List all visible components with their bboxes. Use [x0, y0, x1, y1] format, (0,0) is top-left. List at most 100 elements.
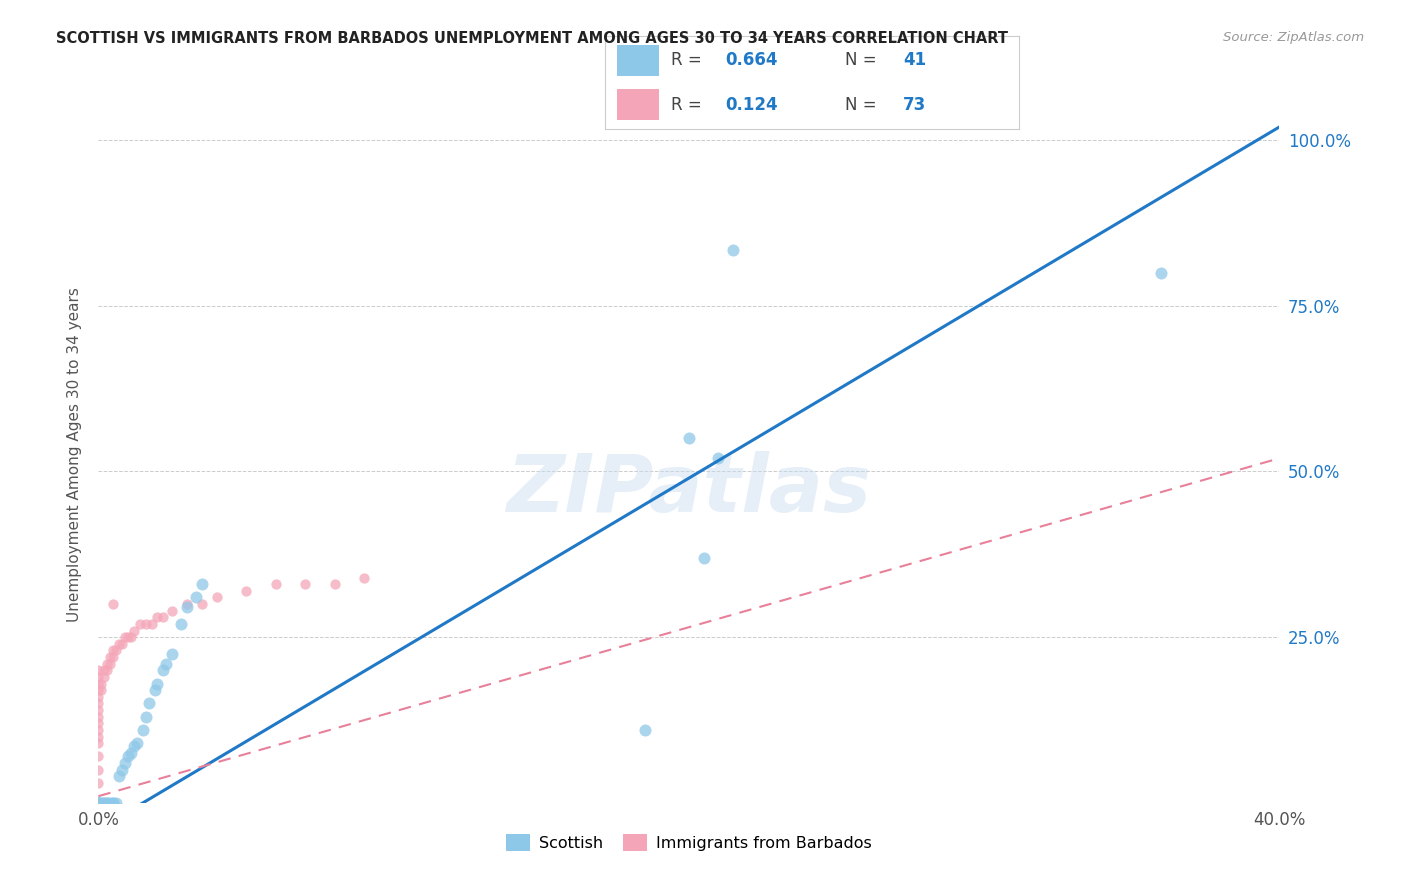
Point: [87, 796, 110, 810]
Point: [87, 736, 110, 750]
Text: 0.124: 0.124: [725, 95, 778, 113]
Point: [87, 796, 110, 810]
Point: [90, 796, 112, 810]
Text: 0.664: 0.664: [725, 52, 778, 70]
Point: [122, 624, 145, 638]
Point: [87, 796, 110, 810]
Point: [87, 690, 110, 704]
Point: [90, 676, 112, 690]
Point: [87, 663, 110, 677]
Point: [87, 796, 110, 810]
Point: [125, 736, 148, 750]
Point: [191, 597, 214, 611]
Point: [323, 577, 346, 591]
Point: [120, 630, 142, 644]
Point: [122, 739, 145, 754]
Point: [98, 657, 121, 671]
Point: [93, 670, 115, 684]
Point: [117, 749, 139, 764]
Point: [87, 796, 110, 810]
Point: [93, 796, 115, 810]
Point: [87, 796, 110, 810]
Point: [87, 796, 110, 810]
Point: [678, 431, 700, 445]
Text: Source: ZipAtlas.com: Source: ZipAtlas.com: [1223, 31, 1364, 45]
Point: [87, 683, 110, 698]
Point: [93, 663, 115, 677]
Point: [87, 796, 110, 810]
Point: [191, 577, 214, 591]
Text: ZIPatlas: ZIPatlas: [506, 450, 872, 529]
Bar: [617, 45, 658, 76]
Point: [87, 796, 110, 810]
Point: [103, 796, 125, 810]
Point: [87, 796, 110, 810]
Point: [294, 577, 316, 591]
Point: [111, 637, 134, 651]
Point: [633, 723, 655, 737]
Point: [87, 763, 110, 777]
Point: [235, 583, 257, 598]
Point: [353, 570, 375, 584]
Point: [152, 610, 174, 624]
Point: [132, 723, 155, 737]
Point: [96, 796, 118, 810]
Point: [87, 796, 110, 810]
Text: N =: N =: [845, 52, 877, 70]
Text: R =: R =: [671, 52, 702, 70]
Point: [721, 243, 744, 257]
Point: [87, 716, 110, 731]
Point: [103, 643, 125, 657]
Point: [264, 577, 287, 591]
Point: [155, 657, 177, 671]
Point: [87, 709, 110, 723]
Point: [87, 697, 110, 711]
Point: [105, 796, 128, 810]
Point: [135, 616, 157, 631]
Point: [87, 796, 110, 810]
Point: [103, 796, 125, 810]
Point: [96, 796, 118, 810]
Y-axis label: Unemployment Among Ages 30 to 34 years: Unemployment Among Ages 30 to 34 years: [66, 287, 82, 623]
Point: [141, 616, 163, 631]
Point: [93, 796, 115, 810]
Text: 73: 73: [903, 95, 927, 113]
Point: [87, 796, 110, 810]
Point: [117, 630, 139, 644]
Point: [87, 730, 110, 744]
Point: [87, 796, 110, 810]
Point: [87, 796, 110, 810]
Point: [176, 597, 198, 611]
Point: [146, 610, 169, 624]
Point: [108, 637, 131, 651]
Point: [87, 796, 110, 810]
Point: [108, 769, 131, 783]
Point: [114, 756, 136, 770]
Point: [128, 616, 150, 631]
Point: [87, 796, 110, 810]
Text: SCOTTISH VS IMMIGRANTS FROM BARBADOS UNEMPLOYMENT AMONG AGES 30 TO 34 YEARS CORR: SCOTTISH VS IMMIGRANTS FROM BARBADOS UNE…: [56, 31, 1008, 46]
Point: [87, 749, 110, 764]
Point: [184, 591, 207, 605]
Point: [205, 591, 228, 605]
Text: 41: 41: [903, 52, 927, 70]
Point: [120, 746, 142, 760]
Point: [1150, 266, 1173, 280]
Bar: [617, 89, 658, 120]
Point: [87, 676, 110, 690]
Point: [87, 796, 110, 810]
Point: [87, 796, 110, 810]
Point: [138, 697, 160, 711]
Point: [87, 796, 110, 810]
Point: [87, 796, 110, 810]
Point: [87, 796, 110, 810]
Point: [87, 703, 110, 717]
Point: [96, 663, 118, 677]
Point: [90, 796, 112, 810]
Point: [135, 709, 157, 723]
Point: [114, 630, 136, 644]
Point: [170, 616, 193, 631]
Point: [176, 600, 198, 615]
Text: N =: N =: [845, 95, 877, 113]
Point: [87, 796, 110, 810]
